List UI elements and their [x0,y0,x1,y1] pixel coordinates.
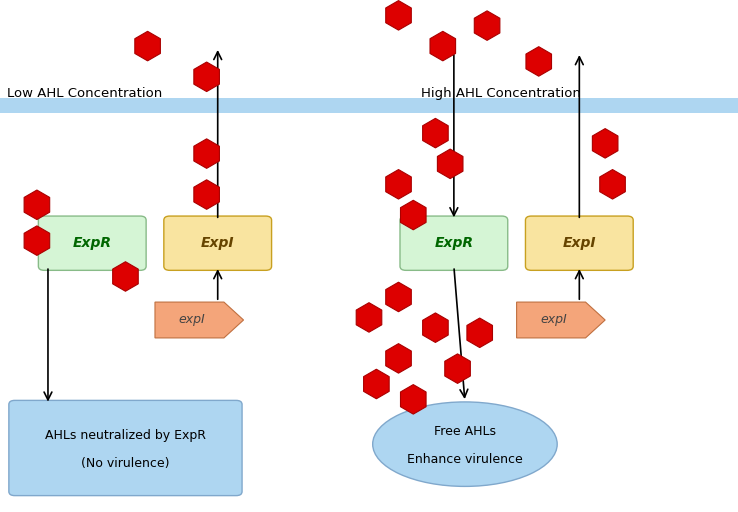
Polygon shape [194,62,219,92]
Polygon shape [526,47,551,76]
Text: Free AHLs: Free AHLs [434,425,496,438]
FancyBboxPatch shape [525,216,633,270]
Text: (No virulence): (No virulence) [81,457,170,470]
FancyBboxPatch shape [0,98,738,113]
Polygon shape [386,169,411,199]
Polygon shape [194,180,219,209]
FancyBboxPatch shape [400,216,508,270]
Polygon shape [423,118,448,148]
Text: expI: expI [540,313,567,327]
Polygon shape [364,369,389,399]
Text: ExpI: ExpI [562,236,596,250]
Polygon shape [467,318,492,348]
Polygon shape [386,282,411,312]
FancyBboxPatch shape [9,400,242,496]
Polygon shape [593,129,618,158]
Polygon shape [24,226,49,255]
Polygon shape [445,354,470,383]
Text: AHLs neutralized by ExpR: AHLs neutralized by ExpR [45,429,206,442]
Polygon shape [356,303,382,332]
Text: Low AHL Concentration: Low AHL Concentration [7,87,162,100]
Polygon shape [155,302,244,338]
FancyBboxPatch shape [38,216,146,270]
Polygon shape [600,169,625,199]
Polygon shape [135,31,160,61]
Text: ExpI: ExpI [201,236,235,250]
Polygon shape [517,302,605,338]
Polygon shape [401,200,426,230]
Polygon shape [438,149,463,179]
Polygon shape [423,313,448,343]
FancyBboxPatch shape [164,216,272,270]
Ellipse shape [373,402,557,486]
Polygon shape [386,1,411,30]
Polygon shape [430,31,455,61]
Text: expI: expI [179,313,205,327]
Polygon shape [113,262,138,291]
Text: Enhance virulence: Enhance virulence [407,453,523,466]
Polygon shape [194,139,219,168]
Polygon shape [401,385,426,414]
Text: ExpR: ExpR [73,236,111,250]
Text: High AHL Concentration: High AHL Concentration [421,87,581,100]
Text: ExpR: ExpR [435,236,473,250]
Polygon shape [386,344,411,373]
Polygon shape [24,190,49,220]
Polygon shape [475,11,500,40]
